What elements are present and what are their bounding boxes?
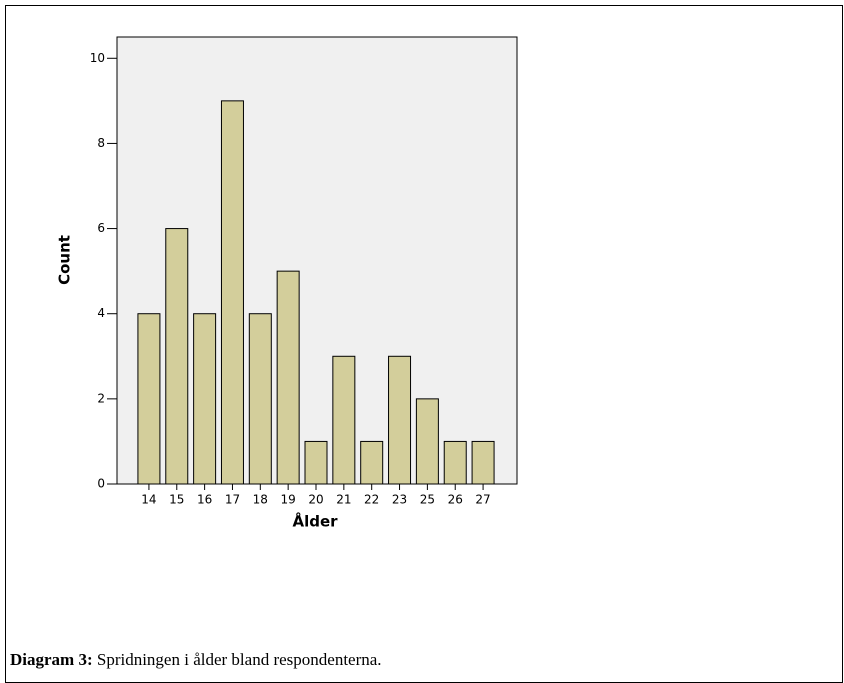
x-tick-label: 17 — [225, 493, 240, 507]
x-tick-label: 27 — [475, 493, 490, 507]
y-tick-label: 6 — [97, 221, 105, 235]
bar — [276, 270, 300, 485]
bar — [220, 100, 244, 485]
x-tick-label: 25 — [420, 493, 435, 507]
bar — [443, 440, 467, 485]
y-tick-label: 4 — [97, 306, 105, 320]
x-tick-label: 16 — [197, 493, 212, 507]
x-tick-label: 15 — [169, 493, 184, 507]
bar — [388, 355, 412, 485]
bar — [471, 440, 495, 485]
bar — [304, 440, 328, 485]
x-tick-label: 22 — [364, 493, 379, 507]
x-tick-label: 23 — [392, 493, 407, 507]
bar — [332, 355, 356, 485]
x-tick-label: 19 — [281, 493, 296, 507]
bar — [165, 228, 189, 485]
caption-label: Diagram 3: — [10, 650, 93, 669]
bar — [360, 440, 384, 485]
bar — [137, 313, 161, 485]
x-tick-label: 21 — [336, 493, 351, 507]
y-tick-label: 10 — [90, 51, 105, 65]
x-tick-label: 14 — [141, 493, 156, 507]
y-tick-label: 8 — [97, 136, 105, 150]
bar — [415, 398, 439, 485]
x-tick-label: 20 — [308, 493, 323, 507]
bar — [248, 313, 272, 485]
y-tick-label: 0 — [97, 477, 105, 491]
caption: Diagram 3: Spridningen i ålder bland res… — [10, 650, 382, 669]
y-tick-label: 2 — [97, 391, 105, 405]
x-tick-label: 26 — [448, 493, 463, 507]
bar — [193, 313, 217, 485]
caption-text: Spridningen i ålder bland respondenterna… — [97, 650, 382, 669]
x-axis-title: Ålder — [292, 512, 338, 531]
x-tick-label: 18 — [253, 493, 268, 507]
y-axis-title: Count — [56, 235, 74, 285]
